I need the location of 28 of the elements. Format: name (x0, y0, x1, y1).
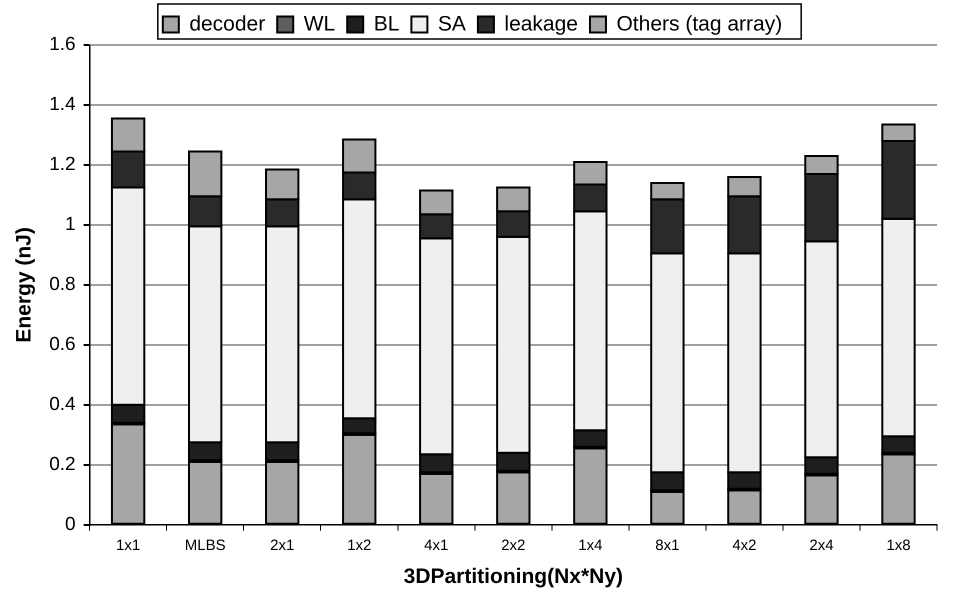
legend-label: BL (374, 12, 400, 36)
x-tick-label: 8x1 (655, 536, 680, 554)
legend-label: SA (438, 12, 466, 36)
y-axis-title: Energy (nJ) (12, 227, 36, 343)
legend-label: Others (tag array) (616, 12, 782, 36)
x-tick-label: 1x1 (116, 536, 140, 554)
x-axis-title: 3DPartitioning(Nx*Ny) (404, 565, 623, 588)
x-tick-label: 4x1 (424, 536, 448, 554)
y-tick-label: 1.2 (49, 154, 76, 176)
y-tick-label: 0.4 (49, 394, 76, 416)
x-tick-label: 1x2 (347, 536, 372, 554)
y-tick-label: 1 (65, 214, 76, 236)
y-tick-label: 0.8 (49, 274, 76, 296)
x-tick-label: 4x2 (732, 536, 757, 554)
legend-label: leakage (504, 12, 578, 36)
x-tick-label: 2x1 (270, 536, 294, 554)
y-tick-label: 0.2 (49, 454, 76, 476)
x-tick-label: 2x2 (501, 536, 526, 554)
legend-label: WL (304, 12, 336, 36)
legend-label: decoder (189, 12, 266, 36)
x-tick-label: 1x4 (578, 536, 602, 554)
x-tick-label: 1x8 (886, 536, 911, 554)
x-tick-label: 2x4 (809, 536, 834, 554)
x-tick-label: MLBS (184, 536, 226, 554)
y-tick-label: 0.6 (49, 334, 76, 356)
y-tick-label: 1.4 (49, 94, 76, 116)
y-tick-label: 1.6 (49, 34, 76, 56)
y-tick-label: 0 (65, 514, 76, 536)
